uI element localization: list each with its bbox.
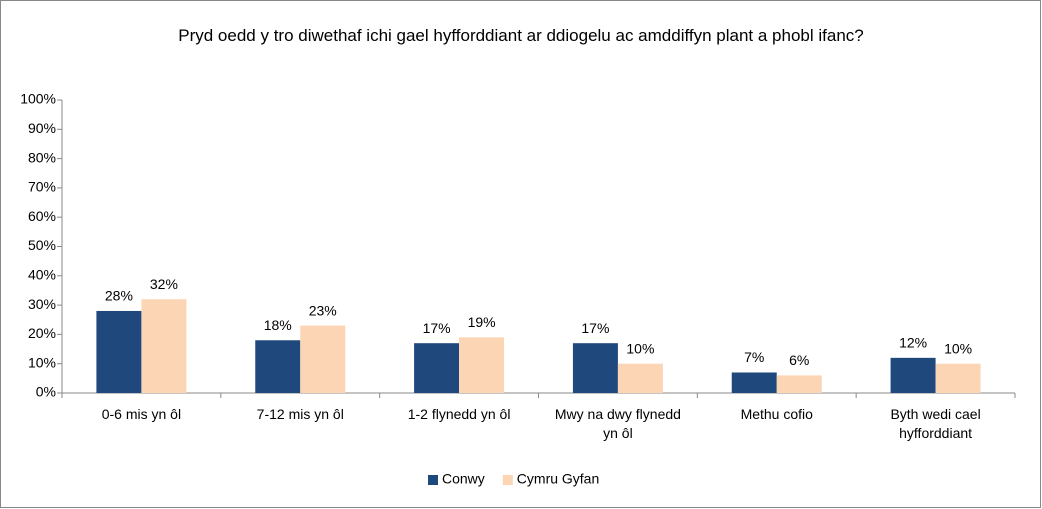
bar <box>300 325 346 393</box>
bar <box>459 337 505 393</box>
y-tick-label: 80% <box>28 149 56 165</box>
bar <box>255 340 301 393</box>
bar <box>572 343 618 393</box>
x-tick-label: Byth wedi cael hyfforddiant <box>890 406 981 441</box>
y-tick-label: 40% <box>28 267 56 283</box>
x-tick-label: 1-2 flynedd yn ôl <box>407 406 511 422</box>
legend-label: Conwy <box>442 471 485 487</box>
bar <box>617 363 663 393</box>
x-tick-label: Mwy na dwy flynedd yn ôl <box>554 406 681 441</box>
bar <box>776 375 822 393</box>
y-tick-label: 70% <box>28 179 56 195</box>
value-label: 23% <box>309 302 337 318</box>
y-tick-label: 30% <box>28 296 56 312</box>
y-tick-label: 10% <box>28 354 56 370</box>
legend-swatch <box>428 475 438 485</box>
value-label: 7% <box>744 349 764 365</box>
value-label: 28% <box>105 288 133 304</box>
legend-label: Cymru Gyfan <box>517 471 599 487</box>
bar <box>935 363 981 393</box>
bar <box>414 343 460 393</box>
value-label: 6% <box>789 352 809 368</box>
y-tick-label: 100% <box>20 91 56 107</box>
bar <box>890 357 936 393</box>
value-label: 18% <box>264 317 292 333</box>
y-tick-label: 60% <box>28 208 56 224</box>
chart-title: Pryd oedd y tro diwethaf ichi gael hyffo… <box>178 26 864 45</box>
value-label: 10% <box>944 340 972 356</box>
legend-swatch <box>502 475 513 485</box>
value-label: 19% <box>468 314 496 330</box>
bar <box>731 372 777 393</box>
x-tick-label: 7-12 mis yn ôl <box>256 406 344 422</box>
value-label: 10% <box>626 340 654 356</box>
y-tick-label: 20% <box>28 325 56 341</box>
bar <box>141 299 187 393</box>
x-tick-label: Methu cofio <box>740 406 813 422</box>
x-tick-label: 0-6 mis yn ôl <box>101 406 182 422</box>
y-tick-label: 90% <box>28 120 56 136</box>
value-label: 17% <box>581 320 609 336</box>
value-label: 32% <box>150 276 178 292</box>
value-label: 17% <box>423 320 451 336</box>
value-label: 12% <box>899 335 927 351</box>
y-tick-label: 0% <box>36 384 56 400</box>
bar <box>96 310 142 393</box>
y-tick-label: 50% <box>28 237 56 253</box>
